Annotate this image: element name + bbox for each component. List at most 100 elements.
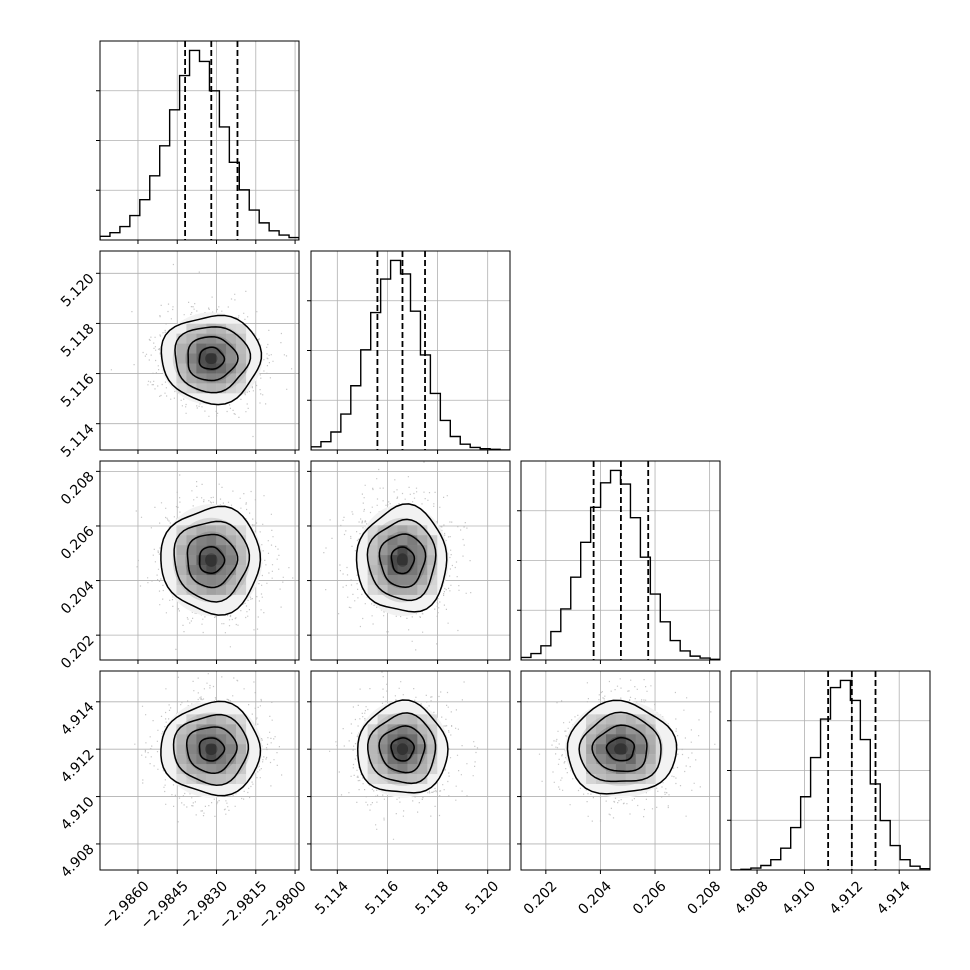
density-bin [196,774,207,785]
density-bin [236,373,247,384]
density-bin [367,545,378,556]
contour-0 [198,545,226,574]
density-bin [216,363,227,374]
density-panel-1-0 [96,250,300,454]
density-bin [615,744,626,755]
density-bin [645,774,656,785]
density-bin [377,575,388,585]
histogram-panel-3 [727,670,931,874]
density-bin [397,535,408,546]
density-bin [236,744,247,755]
density-bin [645,754,656,765]
density-bin [186,545,197,556]
x-tick-label: 5.116 [362,878,402,918]
density-bin [236,754,247,765]
density-bin [206,333,217,344]
x-tick-label: 5.120 [463,878,503,918]
y-tick-label: 5.116 [58,371,98,411]
density-bin [206,774,217,785]
density-bin [206,525,217,536]
density-bin [206,584,217,595]
density-bin [605,754,616,765]
density-bin [206,754,217,765]
density-bin [176,744,187,755]
density-bin [236,383,247,394]
y-tick-label: 4.914 [58,699,98,739]
density-bin [196,754,207,765]
density-bin [407,555,418,566]
contour-3 [355,503,448,613]
density-bin [186,555,197,566]
density-bin [236,774,247,785]
density-bin [176,584,187,595]
density-bin [196,363,207,374]
x-tick-label: 0.208 [685,878,725,918]
density-bin [206,373,217,384]
density-bin [407,724,418,735]
x-tick-label: 0.204 [575,878,615,918]
density-bin [226,323,237,334]
x-tick-label: 5.114 [312,878,352,918]
density-bin [236,363,247,374]
contour-2 [578,711,662,783]
density-bin [417,744,428,755]
density-bin [196,555,207,566]
density-bin [427,714,438,725]
density-bin [596,724,606,735]
density-bin [605,734,616,745]
density-bin [206,575,217,585]
density-bin [397,584,408,595]
density-bin [387,575,398,585]
density-bin [226,555,237,566]
density-bin [206,555,217,566]
density-bin [387,754,398,765]
density-bin [206,724,217,735]
panel-frame [310,460,511,661]
density-bin [226,383,237,394]
density-bin [176,535,187,546]
density-bin [236,714,247,725]
density-bin [635,744,646,755]
density-bin [367,764,378,775]
density-bin [176,734,187,745]
histogram-step [311,259,510,450]
density-bin [236,343,247,354]
density-bin [186,383,197,394]
density-bin [645,764,656,775]
density-bin [397,774,408,785]
density-bin [216,525,227,536]
density-bin [236,555,247,566]
contour-2 [172,713,250,787]
x-tick-label: 0.202 [521,878,561,918]
density-bin [216,565,227,576]
x-tick-label: 4.912 [827,878,867,918]
density-bin [586,744,597,755]
histogram-bars [731,671,930,870]
density-bin [196,734,207,745]
density-bin [226,734,237,745]
density-bin [367,565,378,576]
density-bin [196,535,207,546]
panel-frame [310,670,511,871]
density-bin [367,525,378,536]
density-bin [417,555,428,566]
density-bin [367,575,378,585]
density-bin [196,343,207,354]
contour-0 [198,737,226,762]
x-tick-label: 4.914 [874,878,914,918]
density-bin [417,584,428,595]
contour-1 [378,533,427,589]
density-bin [407,714,418,725]
density-bin [206,343,217,354]
density-bin [407,535,418,546]
contour-1 [185,726,238,775]
density-content [538,678,716,822]
density-bin [635,734,646,745]
density-bin [196,575,207,585]
density-bin [605,744,616,755]
density-bin [615,724,626,735]
histogram-step [731,679,930,870]
density-bin [387,744,398,755]
density-bin [176,545,187,556]
histogram-panel-2 [517,460,721,664]
